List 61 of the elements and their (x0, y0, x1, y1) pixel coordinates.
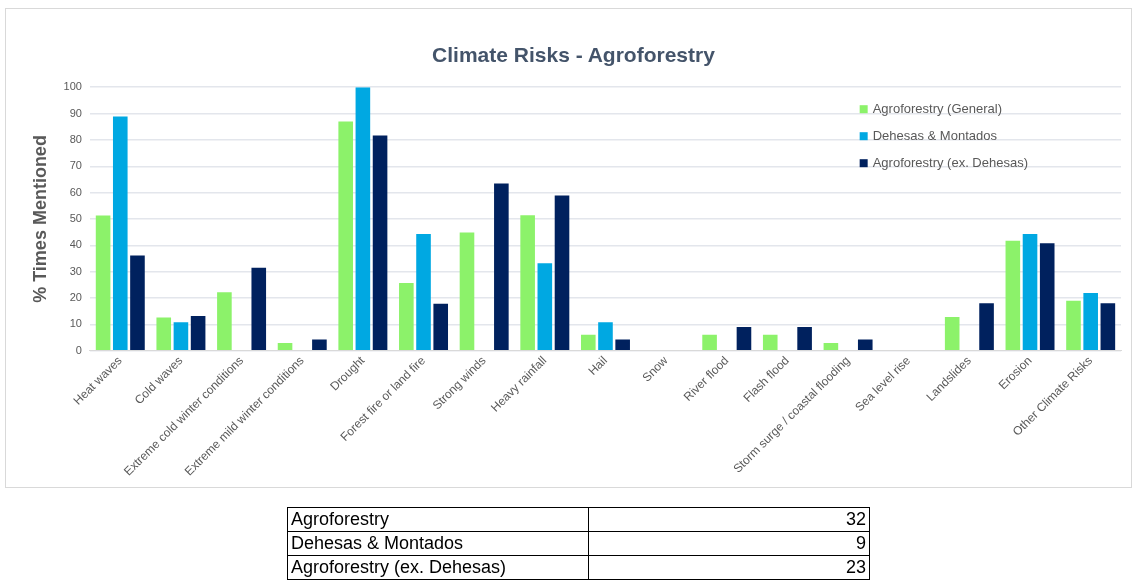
bar (433, 303, 449, 350)
bar (857, 339, 873, 350)
bar (1022, 233, 1038, 350)
bar (217, 292, 232, 350)
legend-label: Dehesas & Montados (872, 127, 998, 143)
bar (762, 334, 778, 350)
y-tick-label: 50 (69, 212, 82, 224)
text: 23 (588, 555, 870, 580)
bar (615, 339, 630, 350)
bar (1005, 240, 1021, 350)
bar (338, 121, 353, 350)
chart-title: Climate Risks - Agroforestry (432, 43, 716, 67)
bar (1083, 293, 1098, 350)
bar (277, 343, 293, 350)
bar (554, 195, 570, 350)
y-tick-label: 60 (69, 185, 82, 198)
bar (95, 215, 111, 350)
bar (251, 267, 267, 350)
bar (979, 303, 994, 350)
bar (372, 135, 388, 350)
text: 9 (588, 531, 870, 556)
y-tick-label: 100 (63, 80, 82, 93)
text: 32 (588, 507, 870, 532)
y-tick-label: 80 (69, 132, 82, 145)
text: Dehesas & Montados (287, 531, 589, 556)
bar (399, 283, 414, 350)
bar (944, 317, 960, 350)
bar (823, 343, 839, 350)
bar (702, 334, 717, 350)
bar (112, 116, 128, 350)
y-axis-title: % Times Mentioned (29, 135, 50, 303)
bar (156, 317, 172, 350)
text: Agroforestry (ex. Dehesas) (287, 555, 589, 580)
bar (190, 315, 206, 350)
y-tick-label: 40 (69, 238, 82, 251)
bar (1066, 300, 1081, 350)
y-tick-label: 90 (69, 106, 82, 119)
bar (580, 334, 596, 350)
legend-label: Agroforestry (ex. Dehesas) (872, 154, 1029, 170)
bar (1100, 303, 1116, 350)
bar (598, 322, 613, 350)
y-tick-label: 10 (69, 317, 82, 330)
y-tick-label: 70 (69, 159, 82, 172)
bar (416, 233, 431, 350)
bar (1039, 243, 1055, 350)
text: Agroforestry (287, 507, 589, 532)
bar (130, 255, 145, 350)
bar (173, 322, 189, 350)
y-tick-label: 0 (75, 343, 82, 356)
bar (520, 215, 535, 350)
bar (797, 327, 812, 350)
bar (312, 339, 327, 350)
legend-label: Agroforestry (General) (872, 100, 1002, 116)
bar (537, 263, 553, 350)
bar (355, 87, 371, 350)
y-tick-label: 30 (69, 264, 82, 277)
y-tick-label: 20 (69, 291, 82, 304)
x-tick-label: Hail (585, 353, 610, 378)
bar (494, 183, 509, 350)
bar (736, 327, 752, 350)
bar (459, 232, 475, 350)
